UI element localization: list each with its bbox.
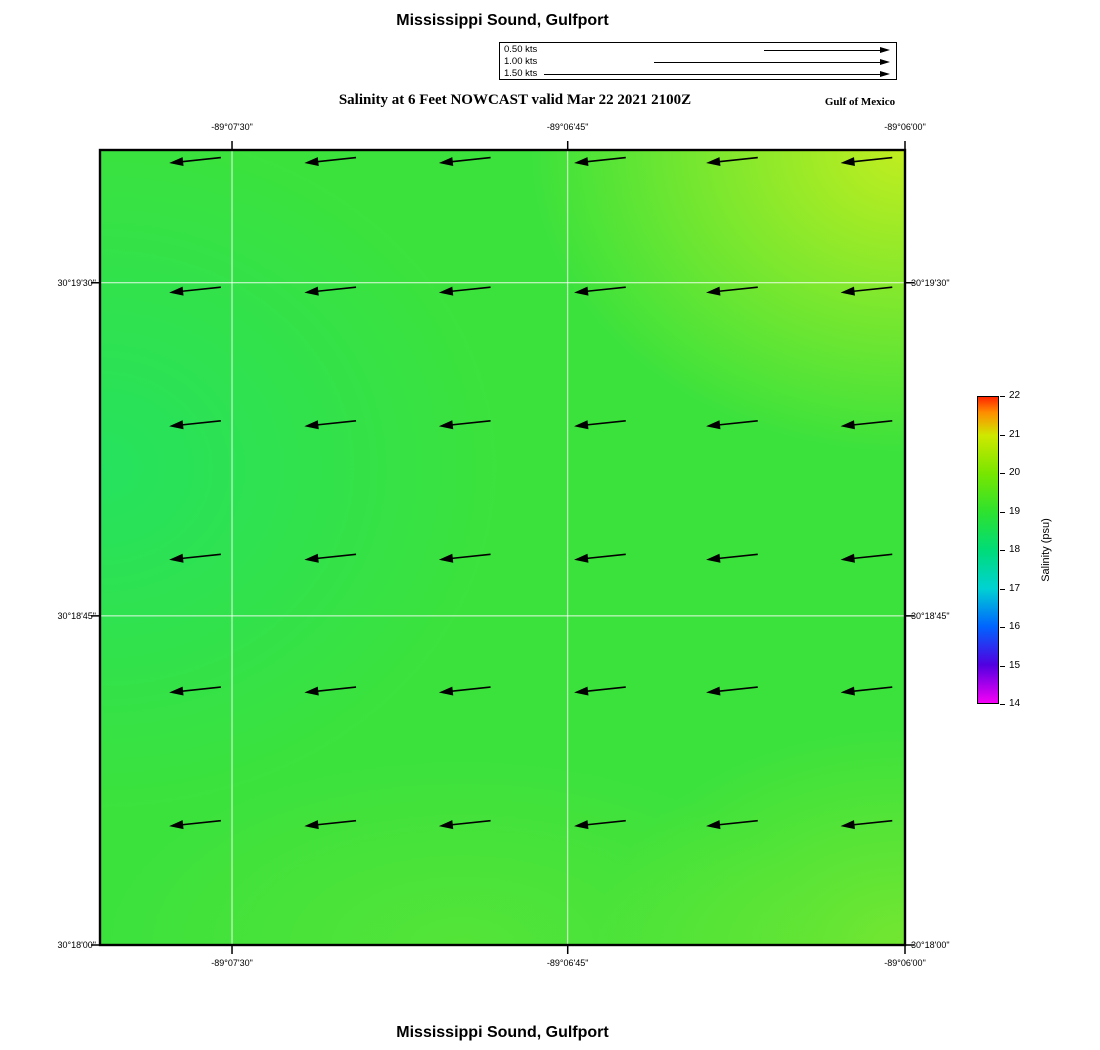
current-vector-arrow (438, 686, 491, 696)
x-tick-label-bottom: -89°07'30" (211, 958, 253, 968)
colorbar-tick-mark (1000, 627, 1005, 628)
legend-row: 1.00 kts (504, 56, 892, 68)
colorbar-tick-label: 20 (1009, 467, 1021, 478)
current-vector-arrow (840, 419, 893, 430)
current-vector-arrow (706, 686, 758, 696)
current-vector-arrow (574, 553, 626, 563)
y-tick-label-right: 30°18'00" (911, 940, 950, 950)
map-plot (91, 141, 914, 954)
current-vector-arrow (438, 553, 491, 563)
colorbar-tick-label: 14 (1009, 698, 1021, 709)
current-vector-arrow (840, 819, 893, 830)
current-vector-arrow (169, 419, 221, 430)
region-label: Gulf of Mexico (824, 96, 896, 108)
colorbar-tick-label: 15 (1009, 659, 1021, 671)
current-vector-arrow (840, 156, 893, 167)
current-vector-arrow (706, 286, 758, 296)
current-vector-arrow (169, 819, 221, 830)
arrowhead-icon (880, 71, 890, 77)
page-bottom-title: Mississippi Sound, Gulfport (396, 1024, 609, 1041)
legend-speed-label: 0.50 kts (504, 44, 538, 55)
current-vector-arrow (706, 156, 758, 167)
legend-speed-label: 1.50 kts (504, 68, 538, 79)
legend-speed-label: 1.00 kts (504, 56, 538, 67)
current-vector-arrow (169, 156, 221, 167)
current-vector-arrow (840, 553, 893, 563)
current-vector-arrow (169, 553, 221, 563)
colorbar-tick-mark (1000, 473, 1005, 474)
current-vector-arrow (574, 156, 626, 167)
colorbar-tick-label: 19 (1009, 505, 1021, 517)
colorbar-tick-label: 22 (1009, 390, 1021, 401)
current-speed-legend: 0.50 kts 1.00 kts 1.50 kts (499, 42, 897, 80)
current-vector-arrow (574, 686, 626, 696)
legend-arrow-icon (764, 47, 890, 53)
colorbar-tick-label: 18 (1009, 544, 1021, 555)
legend-arrow-icon (544, 71, 890, 77)
current-vector-arrow (840, 686, 893, 696)
y-tick-label-left: 30°18'00" (57, 940, 96, 950)
map-border (98, 148, 907, 947)
legend-arrow-shaft (764, 49, 880, 51)
legend-row: 0.50 kts (504, 44, 892, 56)
colorbar-tick-mark (1000, 396, 1005, 397)
arrowhead-icon (880, 59, 890, 65)
current-vector-arrow (304, 286, 357, 296)
current-vector-arrow (574, 819, 626, 830)
x-tick-label-top: -89°06'45" (546, 122, 589, 132)
colorbar-tick-mark (1000, 704, 1005, 705)
map-overlay (91, 141, 914, 954)
current-vector-arrow (304, 819, 357, 830)
colorbar-tick-mark (1000, 511, 1005, 513)
current-vector-arrow (438, 419, 491, 430)
current-vector-arrow (574, 286, 626, 296)
page-title: Mississippi Sound, Gulfport (396, 12, 609, 29)
current-vector-arrow (304, 686, 357, 696)
colorbar: 22 21 20 19 18 17 16 15 14 (977, 390, 1057, 709)
x-tick-label-bottom: -89°06'45" (546, 958, 589, 968)
legend-arrow-shaft (654, 61, 880, 63)
legend-row: 1.50 kts (504, 68, 892, 80)
x-tick-label-bottom: -89°06'00" (884, 958, 926, 968)
colorbar-gradient (977, 396, 999, 704)
current-vector-arrow (706, 419, 758, 430)
legend-arrow-shaft (544, 73, 880, 75)
colorbar-tick-mark (1000, 588, 1005, 590)
current-vector-arrow (438, 819, 491, 830)
colorbar-title: Salinity (psu) (1040, 518, 1052, 582)
current-vector-arrow (169, 686, 221, 696)
colorbar-tick-mark (1000, 665, 1005, 667)
current-vector-arrow (304, 553, 357, 563)
legend-arrow-icon (654, 59, 890, 65)
current-vector-arrow (574, 419, 626, 430)
current-vector-arrow (438, 286, 491, 296)
colorbar-tick-mark (1000, 550, 1005, 551)
current-vector-arrow (169, 286, 221, 296)
current-vector-arrow (706, 553, 758, 563)
x-tick-label-top: -89°07'30" (211, 122, 253, 132)
arrowhead-icon (880, 47, 890, 53)
y-tick-label-left: 30°19'30" (57, 277, 96, 288)
current-vector-arrow (706, 819, 758, 830)
plot-subtitle: Salinity at 6 Feet NOWCAST valid Mar 22 … (338, 92, 692, 108)
colorbar-tick-label: 21 (1009, 428, 1021, 440)
current-vector-arrow (304, 419, 357, 430)
colorbar-tick-label: 16 (1009, 621, 1021, 632)
colorbar-tick-label: 17 (1009, 582, 1021, 594)
current-vector-arrow (304, 156, 357, 167)
y-tick-label-right: 30°19'30" (911, 277, 950, 288)
x-tick-label-top: -89°06'00" (884, 122, 926, 132)
current-vector-arrow (438, 156, 491, 167)
current-vector-arrow (840, 286, 893, 296)
y-tick-label-left: 30°18'45" (57, 610, 96, 621)
colorbar-tick-mark (1000, 434, 1005, 436)
